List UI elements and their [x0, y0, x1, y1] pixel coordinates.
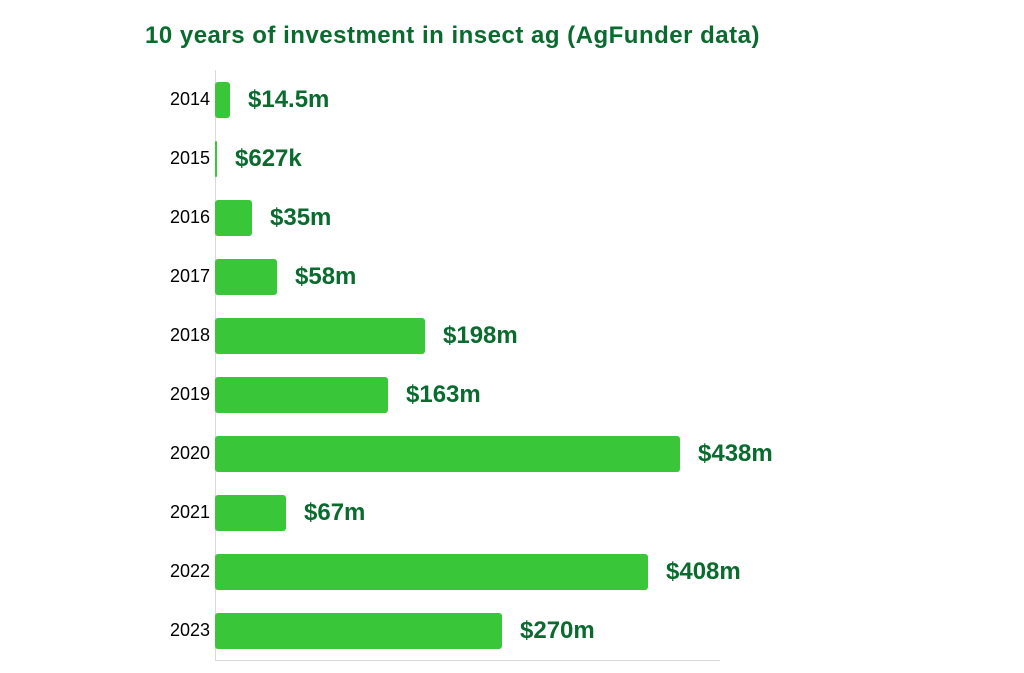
- bar-row: 2017$58m: [215, 247, 975, 306]
- value-label: $67m: [304, 499, 365, 527]
- bar-row: 2018$198m: [215, 306, 975, 365]
- plot-area: 2014$14.5m2015$627k2016$35m2017$58m2018$…: [215, 70, 975, 660]
- year-label: 2016: [155, 207, 210, 228]
- bar-row: 2021$67m: [215, 483, 975, 542]
- bar: [215, 318, 425, 354]
- bar: [215, 259, 277, 295]
- bar: [215, 613, 502, 649]
- value-label: $14.5m: [248, 86, 329, 114]
- value-label: $163m: [406, 381, 481, 409]
- value-label: $270m: [520, 617, 595, 645]
- value-label: $35m: [270, 204, 331, 232]
- year-label: 2022: [155, 561, 210, 582]
- year-label: 2019: [155, 384, 210, 405]
- bar-row: 2015$627k: [215, 129, 975, 188]
- year-label: 2023: [155, 620, 210, 641]
- bar: [215, 436, 680, 472]
- year-label: 2020: [155, 443, 210, 464]
- bar: [215, 141, 217, 177]
- bar-row: 2019$163m: [215, 365, 975, 424]
- value-label: $627k: [235, 145, 302, 173]
- year-label: 2018: [155, 325, 210, 346]
- chart-title: 10 years of investment in insect ag (AgF…: [145, 22, 760, 50]
- bar: [215, 377, 388, 413]
- bar: [215, 200, 252, 236]
- year-label: 2015: [155, 148, 210, 169]
- bar: [215, 554, 648, 590]
- year-label: 2014: [155, 89, 210, 110]
- bar-row: 2020$438m: [215, 424, 975, 483]
- bar-row: 2014$14.5m: [215, 70, 975, 129]
- bar-row: 2023$270m: [215, 601, 975, 660]
- value-label: $58m: [295, 263, 356, 291]
- value-label: $198m: [443, 322, 518, 350]
- year-label: 2017: [155, 266, 210, 287]
- value-label: $408m: [666, 558, 741, 586]
- bar-row: 2016$35m: [215, 188, 975, 247]
- year-label: 2021: [155, 502, 210, 523]
- bar: [215, 495, 286, 531]
- bar: [215, 82, 230, 118]
- bar-row: 2022$408m: [215, 542, 975, 601]
- x-axis-line: [215, 660, 720, 661]
- chart-container: 10 years of investment in insect ag (AgF…: [0, 0, 1024, 673]
- value-label: $438m: [698, 440, 773, 468]
